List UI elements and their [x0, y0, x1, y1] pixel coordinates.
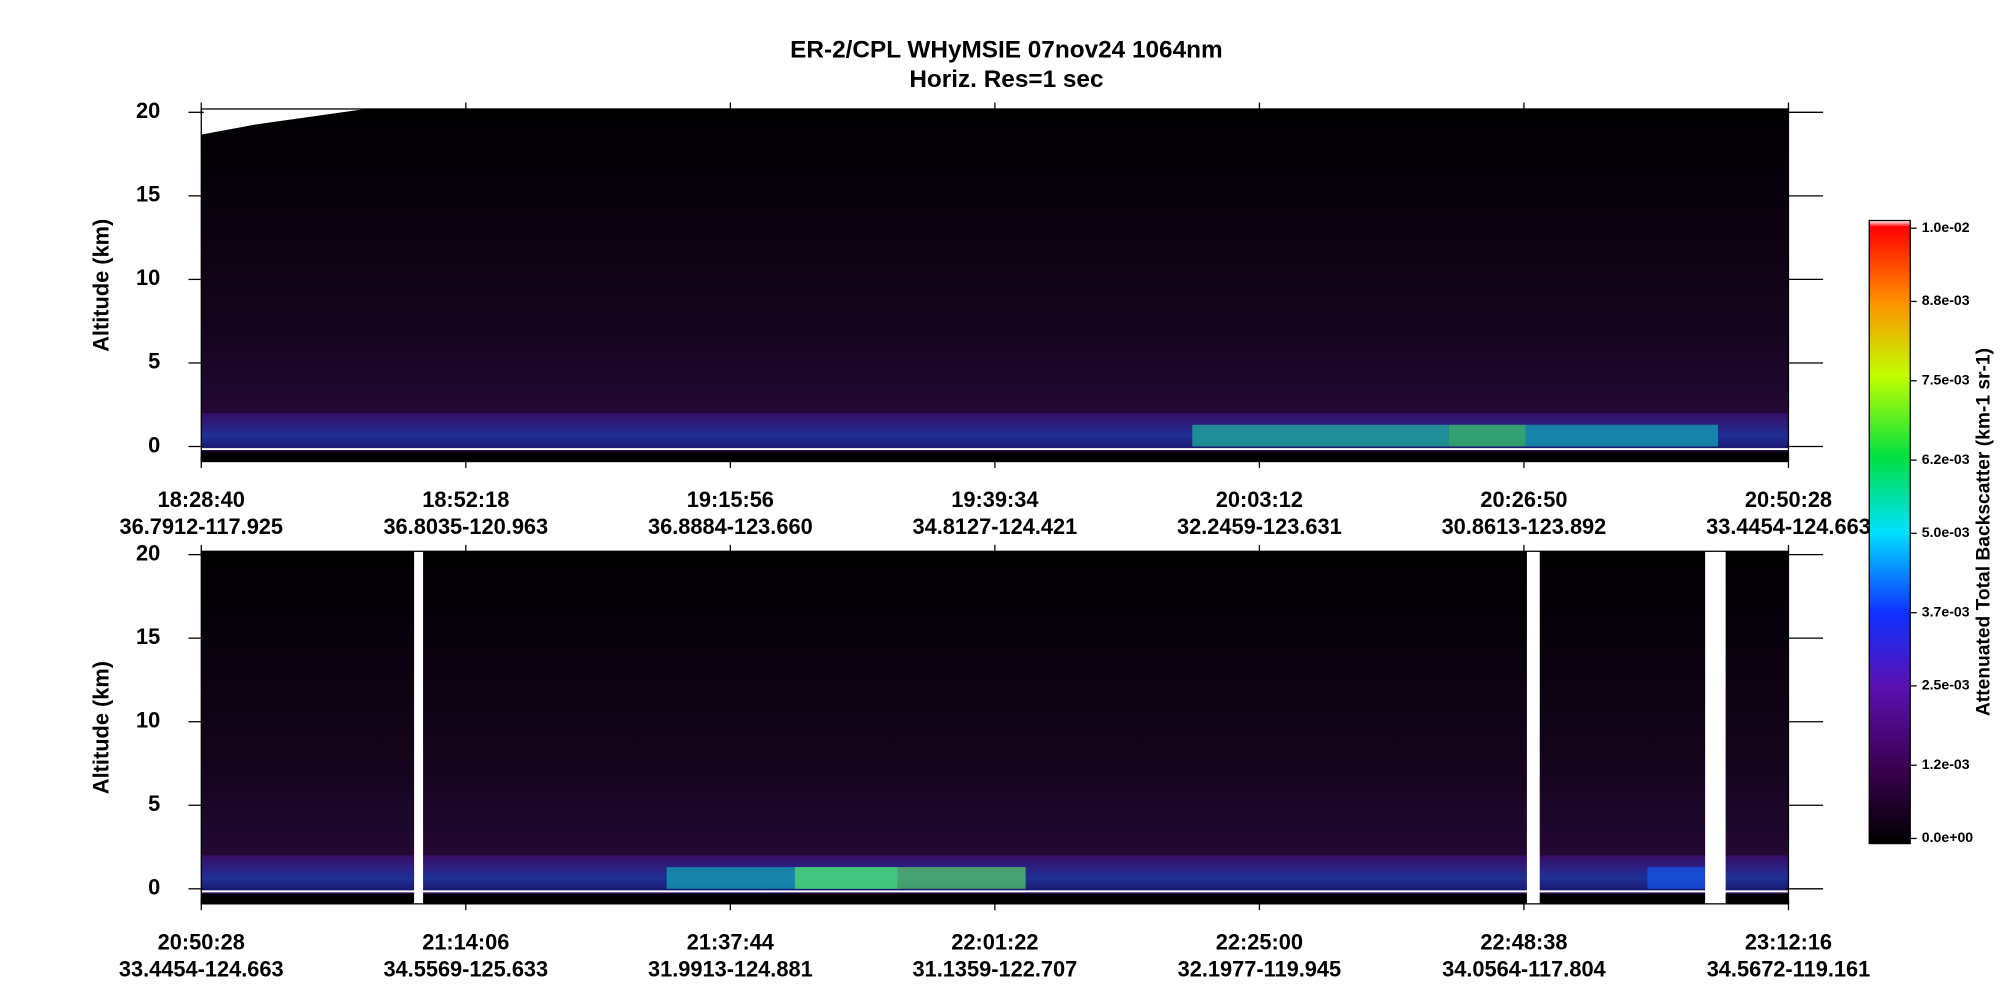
x-tick-position: 34.0564-117.804: [1442, 956, 1606, 981]
chart-title: ER-2/CPL WHyMSIE 07nov24 1064nm: [790, 37, 1222, 64]
colorbar-label: Attenuated Total Backscatter (km-1 sr-1): [1974, 348, 1995, 716]
x-tick-position: 31.9913-124.881: [648, 956, 813, 981]
y-axis-label: Altitude (km): [88, 219, 113, 352]
x-tick-time: 19:15:56: [687, 487, 774, 512]
x-tick-time: 20:03:12: [1216, 487, 1303, 512]
x-tick-time: 19:39:34: [951, 487, 1038, 512]
x-tick-position: 36.7912-117.925: [120, 514, 284, 539]
x-tick-position: 34.5569-125.633: [383, 956, 548, 981]
panel: 0 5 10 15 20 Altitude (km) 18:28:4036.7912-117…: [88, 98, 1871, 539]
x-tick-position: 31.1359-122.707: [913, 956, 1078, 981]
y-tick-label: 15: [136, 624, 160, 649]
x-tick-time: 21:14:06: [422, 929, 509, 954]
x-tick-time: 22:48:38: [1480, 929, 1567, 954]
aerosol-layer: [1647, 867, 1706, 889]
y-tick-label: 0: [148, 875, 160, 900]
x-tick-position: 32.2459-123.631: [1177, 514, 1342, 539]
colorbar-tick-label: 5.0e-03: [1922, 524, 1970, 540]
x-tick-time: 23:12:16: [1745, 929, 1832, 954]
x-tick-time: 21:37:44: [687, 929, 774, 954]
aerosol-layer: [794, 867, 1026, 889]
x-tick-position: 36.8884-123.660: [648, 514, 813, 539]
above-aircraft: [201, 108, 366, 135]
x-tick-time: 20:50:28: [158, 929, 245, 954]
y-tick-label: 20: [136, 98, 160, 123]
panel: 0 5 10 15 20 Altitude (km) 20:50:2833.4454-124…: [88, 540, 1870, 981]
colorbar-tick-label: 2.5e-03: [1922, 677, 1970, 693]
x-tick-position: 34.8127-124.421: [913, 514, 1078, 539]
y-axis-label: Altitude (km): [88, 661, 113, 794]
x-tick-time: 22:01:22: [951, 929, 1038, 954]
x-tick-position: 33.4454-124.663: [119, 956, 284, 981]
colorbar-tick-label: 6.2e-03: [1922, 451, 1970, 467]
colorbar-tick-label: 7.5e-03: [1922, 371, 1970, 387]
colorbar-tick-label: 3.7e-03: [1922, 603, 1970, 619]
colorbar-tick-label: 1.2e-03: [1922, 756, 1970, 772]
y-tick-label: 5: [148, 791, 160, 816]
aerosol-layer: [1525, 424, 1718, 447]
backscatter-image: [201, 108, 1789, 462]
y-tick-label: 10: [136, 707, 160, 732]
y-tick-label: 10: [136, 265, 160, 290]
chart-subtitle: Horiz. Res=1 sec: [909, 66, 1103, 93]
colorbar-tick-label: 1.0e-02: [1922, 219, 1970, 235]
data-gap: [1526, 551, 1540, 904]
colorbar-tick-label: 8.8e-03: [1922, 292, 1970, 308]
aerosol-layer: [1448, 424, 1526, 447]
x-tick-time: 18:28:40: [158, 487, 245, 512]
y-tick-label: 20: [136, 540, 160, 565]
x-tick-time: 18:52:18: [422, 487, 509, 512]
colorbar: [1868, 219, 1911, 845]
y-tick-label: 15: [136, 182, 160, 207]
data-gap: [414, 551, 424, 904]
x-tick-time: 20:26:50: [1480, 487, 1567, 512]
y-tick-label: 5: [148, 349, 160, 374]
x-tick-position: 32.1977-119.945: [1178, 956, 1342, 981]
x-tick-position: 36.8035-120.963: [383, 514, 548, 539]
x-tick-position: 33.4454-124.663: [1706, 514, 1871, 539]
aerosol-layer: [1192, 424, 1449, 447]
backscatter-image: [201, 551, 1789, 904]
x-tick-position: 30.8613-123.892: [1442, 514, 1607, 539]
y-tick-label: 0: [148, 432, 160, 457]
data-gap: [1705, 551, 1726, 904]
x-tick-position: 34.5672-119.161: [1707, 956, 1871, 981]
colorbar-tick-label: 0.0e+00: [1922, 829, 1973, 845]
x-tick-time: 20:50:28: [1745, 487, 1832, 512]
x-tick-time: 22:25:00: [1216, 929, 1303, 954]
